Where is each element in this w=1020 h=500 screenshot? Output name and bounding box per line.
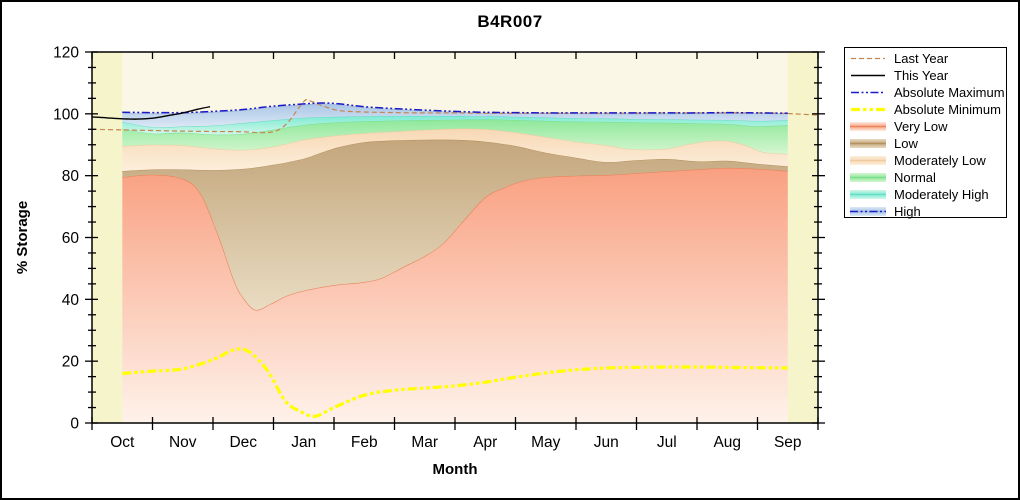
y-tick-label: 40 [62, 292, 80, 309]
axis-labels: 0 20 40 60 80 100 120 Oct Nov Dec Jan Feb Mar Apr May J… [14, 45, 802, 479]
band-moderately-low [122, 128, 788, 171]
band-low [122, 139, 788, 310]
y-tick-label: 80 [62, 168, 80, 185]
legend-label: Absolute Minimum [894, 102, 1001, 117]
x-tick-label: Feb [351, 434, 378, 451]
legend-swatch-moderately-high [850, 190, 886, 199]
legend-label: This Year [894, 68, 949, 83]
y-tick-label: 60 [62, 230, 80, 247]
legend-item: Last Year [850, 50, 1006, 67]
legend-label: Very Low [894, 119, 948, 134]
x-tick-label: Oct [110, 434, 135, 451]
x-tick-label: Apr [473, 434, 497, 451]
y-tick-label: 20 [62, 354, 80, 371]
chart-title: B4R007 [477, 12, 543, 31]
line-absolute-maximum [122, 102, 788, 114]
line-this-year [92, 106, 211, 120]
legend-swatch-low [850, 139, 886, 148]
legend: Last Year This Year Absolute Maximum Absolu… [844, 47, 1007, 220]
line-absolute-minimum [122, 347, 788, 419]
line-last-year [92, 98, 818, 134]
legend-label: Absolute Maximum [894, 85, 1005, 100]
legend-swatch-normal [850, 173, 886, 182]
legend-label: High [894, 204, 921, 219]
x-tick-label: May [531, 434, 561, 451]
series-lines [92, 98, 818, 419]
band-normal [122, 119, 788, 154]
legend-swatch-high [850, 207, 886, 216]
x-tick-label: Aug [713, 434, 741, 451]
legend-label: Last Year [894, 51, 949, 66]
y-tick-label: 100 [53, 106, 79, 123]
y-tick-label: 0 [70, 416, 79, 433]
x-tick-label: Sep [774, 434, 802, 451]
legend-item: Moderately Low [850, 152, 1006, 169]
y-axis-label: % Storage [14, 201, 31, 274]
legend-label: Normal [894, 170, 936, 185]
band-high [122, 103, 788, 128]
x-tick-label: Mar [411, 434, 438, 451]
percentile-bands [122, 103, 788, 423]
legend-swatch-absolute-maximum [851, 91, 885, 94]
x-tick-label: Dec [229, 434, 257, 451]
legend-swatch-moderately-low [850, 156, 886, 165]
legend-label: Moderately Low [894, 153, 986, 168]
legend-label: Moderately High [894, 187, 989, 202]
legend-item: Normal [850, 169, 1006, 186]
x-tick-label: Nov [169, 434, 197, 451]
legend-swatch-last-year [851, 57, 885, 60]
x-tick-label: Jun [594, 434, 619, 451]
legend-item: Very Low [850, 118, 1006, 135]
y-tick-label: 120 [53, 45, 79, 62]
x-tick-label: Jul [657, 434, 677, 451]
legend-item: Moderately High [850, 186, 1006, 203]
x-axis-label: Month [433, 461, 478, 478]
band-edge-high [122, 103, 788, 115]
axes [85, 51, 825, 430]
legend-swatch-very-low [850, 122, 886, 131]
legend-item: Low [850, 135, 1006, 152]
legend-item: Absolute Minimum [850, 101, 1006, 118]
legend-swatch-absolute-minimum [851, 107, 885, 112]
legend-item: This Year [850, 67, 1006, 84]
legend-swatch-this-year [851, 74, 885, 77]
legend-item: Absolute Maximum [850, 84, 1006, 101]
band-very-low [122, 167, 788, 423]
x-tick-label: Jan [291, 434, 316, 451]
legend-label: Low [894, 136, 918, 151]
legend-item: High [850, 203, 1006, 220]
